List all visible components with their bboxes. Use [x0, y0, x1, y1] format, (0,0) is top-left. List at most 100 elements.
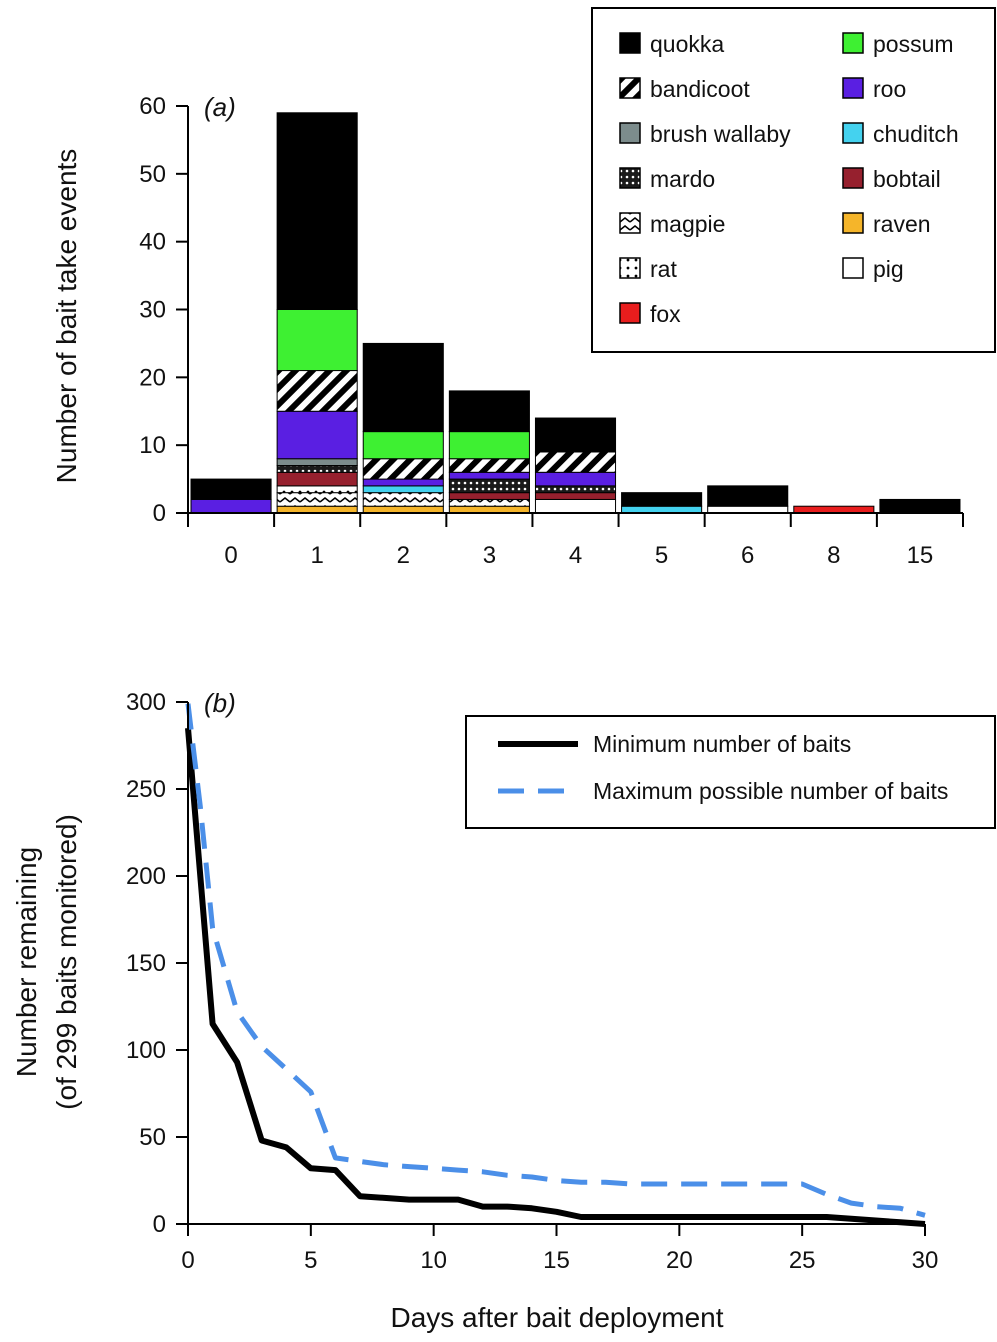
bar-segment-bandicoot-day-3 [448, 458, 530, 473]
bar-segment-roo-day-3 [448, 471, 530, 480]
legend-label-fox: fox [650, 301, 681, 327]
panel-a-y-tick-label: 0 [153, 500, 166, 527]
panel-a-y-ticks: 0 10 20 30 40 50 60 [139, 93, 188, 527]
panel-a-y-tick-label: 30 [139, 297, 166, 324]
panel-b-x-tick-label: 10 [420, 1247, 447, 1274]
bar-segment-brush-wallaby-day-1 [276, 458, 358, 467]
panel-b-legend-frame [465, 715, 996, 829]
panel-b-legend: Minimum number of baits Maximum possible … [465, 715, 996, 829]
legend-swatch-bobtail [842, 167, 864, 189]
panel-a-y-tick-label: 50 [139, 161, 166, 188]
bar-segment-quokka-day-1 [276, 112, 358, 310]
bar-segment-quokka-day-5 [621, 492, 703, 507]
panel-b-y-tick-label: 200 [126, 863, 166, 890]
bar-segment-bobtail-day-1 [276, 471, 358, 487]
legend-swatch-pig [842, 257, 864, 279]
bar-segment-possum-day-1 [276, 309, 358, 372]
bar-segment-quokka-day-4 [534, 417, 617, 453]
panel-a-y-tick-label: 20 [139, 364, 166, 391]
panel-b-y-axis-label: Number remaining [11, 847, 42, 1077]
bar-segment-quokka-day-6 [707, 485, 789, 507]
bar-segment-raven-day-3 [448, 505, 530, 514]
panel-a-x-tick-label: 6 [741, 542, 754, 569]
line-maximum-possible-number-of-baits [185, 703, 926, 1218]
legend-label-roo: roo [873, 76, 906, 102]
panel-a-label: (a) [204, 92, 236, 122]
bar-segment-magpie-day-1 [276, 492, 358, 507]
panel-b-y-tick-label: 300 [126, 689, 166, 716]
legend-swatch-brush-wallaby [619, 122, 641, 144]
bar-segment-fox-day-8 [793, 505, 875, 514]
legend-label-pig: pig [873, 256, 904, 282]
bar-segment-raven-day-2 [362, 505, 444, 514]
panel-a-x-tick-label: 15 [907, 542, 934, 569]
panel-b-y-tick-label: 150 [126, 950, 166, 977]
panel-a-x-tick-label: 8 [827, 542, 840, 569]
bar-segment-roo-day-4 [534, 471, 617, 487]
panel-b-label: (b) [204, 688, 236, 718]
legend-swatch-quokka [619, 32, 641, 54]
legend-label-maximum-possible-number-of-baits: Maximum possible number of baits [593, 778, 948, 804]
legend-label-bandicoot: bandicoot [650, 76, 750, 102]
panel-b-x-ticks: 0 5 10 15 20 25 30 [181, 1224, 938, 1274]
panel-a-x-tick-label: 5 [655, 542, 668, 569]
bar-segment-chuditch-day-2 [362, 485, 444, 494]
panel-a-x-tick-label: 4 [569, 542, 582, 569]
panel-a: 0 10 20 30 40 50 60 0 1 2 3 4 5 6 8 15 Number of bait … [51, 7, 996, 569]
bar-segment-bandicoot-day-1 [276, 370, 358, 412]
legend-swatch-chuditch [842, 122, 864, 144]
legend-label-possum: possum [873, 31, 954, 57]
legend-swatch-rat [619, 257, 641, 279]
panel-a-y-tick-label: 40 [139, 229, 166, 256]
panel-a-legend: quokka bandicoot brush wallaby mardo magpie r… [591, 7, 996, 353]
bar-segment-bobtail-day-4 [534, 492, 617, 500]
panel-b: 0 50 100 150 200 250 300 0 5 10 15 20 25 30 Number r… [11, 688, 996, 1333]
panel-a-y-axis-label: Number of bait take events [51, 149, 82, 484]
bar-segment-mardo-day-3 [448, 478, 530, 494]
panel-b-x-axis-label: Days after bait deployment [390, 1302, 723, 1333]
legend-swatch-fox [619, 302, 641, 324]
legend-label-bobtail: bobtail [873, 166, 941, 192]
bar-segment-magpie-day-3 [448, 498, 530, 507]
bar-segment-quokka-day-3 [448, 390, 530, 433]
bar-segment-raven-day-1 [276, 505, 358, 514]
panel-b-y-tick-label: 0 [153, 1211, 166, 1238]
panel-b-x-tick-label: 30 [912, 1247, 939, 1274]
legend-swatch-raven [842, 212, 864, 234]
legend-swatch-bandicoot [619, 77, 641, 99]
legend-label-quokka: quokka [650, 31, 724, 57]
bar-segment-bandicoot-day-2 [362, 458, 444, 480]
legend-label-rat: rat [650, 256, 677, 282]
bar-segment-magpie-day-2 [362, 492, 444, 507]
panel-a-x-tick-label: 1 [310, 542, 323, 569]
bar-segment-roo-day-2 [362, 478, 444, 487]
panel-a-bars [190, 112, 961, 514]
panel-b-y-axis-label-line2: (of 299 baits monitored) [51, 814, 82, 1110]
legend-label-minimum-number-of-baits: Minimum number of baits [593, 731, 851, 757]
bar-segment-pig-day-4 [534, 498, 617, 514]
panel-b-y-ticks: 0 50 100 150 200 250 300 [126, 689, 188, 1238]
panel-a-x-ticks: 0 1 2 3 4 5 6 8 15 [187, 513, 964, 569]
line-minimum-number-of-baits [185, 727, 926, 1227]
legend-label-magpie: magpie [650, 211, 725, 237]
bar-segment-bandicoot-day-4 [534, 451, 617, 473]
bar-segment-quokka-day-2 [362, 342, 444, 433]
bar-segment-chuditch-day-5 [621, 505, 703, 514]
bar-segment-bobtail-day-3 [448, 492, 530, 500]
bar-segment-mardo-day-1 [276, 465, 358, 473]
bar-segment-quokka-day-0 [190, 478, 272, 500]
panel-a-x-tick-label: 0 [224, 542, 237, 569]
bar-segment-roo-day-0 [190, 498, 272, 514]
legend-swatch-roo [842, 77, 864, 99]
panel-a-y-tick-label: 10 [139, 432, 166, 459]
panel-b-y-tick-label: 250 [126, 776, 166, 803]
bar-segment-rat-day-1 [276, 485, 358, 494]
legend-swatch-possum [842, 32, 864, 54]
panel-a-legend-frame [591, 7, 996, 353]
legend-swatch-mardo [619, 167, 641, 189]
bar-segment-possum-day-2 [362, 431, 444, 460]
panel-b-y-tick-label: 50 [139, 1124, 166, 1151]
panel-b-x-tick-label: 25 [789, 1247, 816, 1274]
